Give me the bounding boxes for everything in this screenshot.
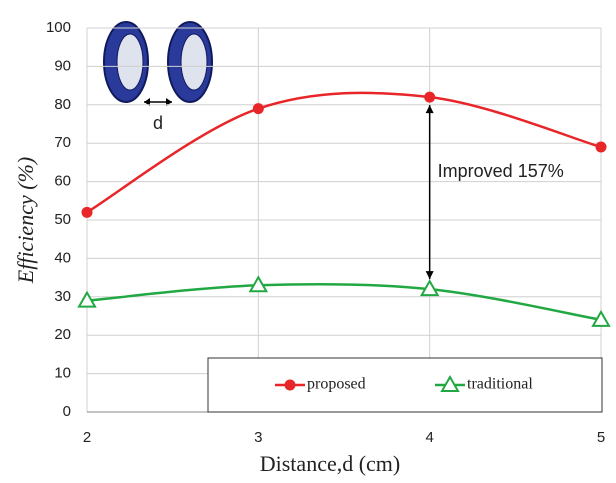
- y-tick-label: 100: [46, 19, 71, 36]
- point: [253, 103, 264, 114]
- y-tick-label: 20: [54, 326, 71, 343]
- point: [424, 92, 435, 103]
- coil-label: d: [153, 113, 163, 133]
- legend-marker: [285, 380, 296, 391]
- y-tick-label: 30: [54, 288, 71, 305]
- point: [596, 142, 607, 153]
- x-tick-label: 2: [83, 429, 91, 446]
- legend-label: proposed: [307, 376, 366, 393]
- legend-box: [208, 358, 602, 412]
- y-axis-label: Efficiency (%): [13, 157, 38, 284]
- x-tick-label: 5: [597, 429, 605, 446]
- y-tick-label: 50: [54, 211, 71, 228]
- y-tick-label: 80: [54, 96, 71, 113]
- y-tick-label: 90: [54, 57, 71, 74]
- coil-icon: [104, 22, 212, 106]
- x-tick-label: 4: [425, 429, 433, 446]
- annotation: Improved 157%: [438, 161, 564, 181]
- y-tick-label: 0: [63, 403, 71, 420]
- y-tick-label: 60: [54, 173, 71, 190]
- y-tick-label: 40: [54, 249, 71, 266]
- point: [82, 207, 93, 218]
- legend-label: traditional: [467, 376, 533, 393]
- series-line: [87, 284, 601, 320]
- x-axis-label: Distance,d (cm): [260, 451, 401, 476]
- y-tick-label: 70: [54, 134, 71, 151]
- x-tick-label: 3: [254, 429, 262, 446]
- y-tick-label: 10: [54, 365, 71, 382]
- series-line: [87, 93, 601, 212]
- chart: d Distance,d (cm) Efficiency (%) 0 10 20 30…: [0, 0, 616, 483]
